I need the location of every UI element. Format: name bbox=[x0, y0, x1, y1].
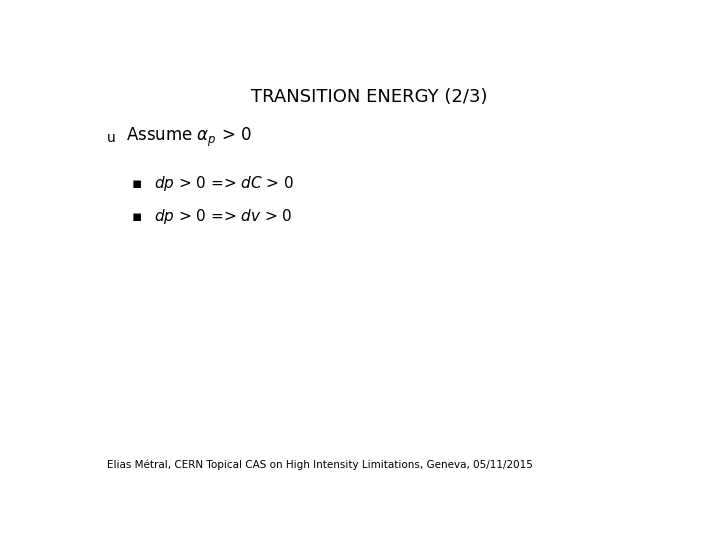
Text: Elias Métral, CERN Topical CAS on High Intensity Limitations, Geneva, 05/11/2015: Elias Métral, CERN Topical CAS on High I… bbox=[107, 460, 533, 470]
Text: $dp$ > 0 => $dC$ > 0: $dp$ > 0 => $dC$ > 0 bbox=[154, 174, 294, 193]
Text: TRANSITION ENERGY (2/3): TRANSITION ENERGY (2/3) bbox=[251, 87, 487, 106]
Text: u: u bbox=[107, 131, 115, 145]
Text: Assume $\alpha_p$ > 0: Assume $\alpha_p$ > 0 bbox=[126, 126, 252, 149]
Text: ▪: ▪ bbox=[132, 209, 143, 224]
Text: $dp$ > 0 => $dv$ > 0: $dp$ > 0 => $dv$ > 0 bbox=[154, 207, 293, 226]
Text: ▪: ▪ bbox=[132, 176, 143, 191]
